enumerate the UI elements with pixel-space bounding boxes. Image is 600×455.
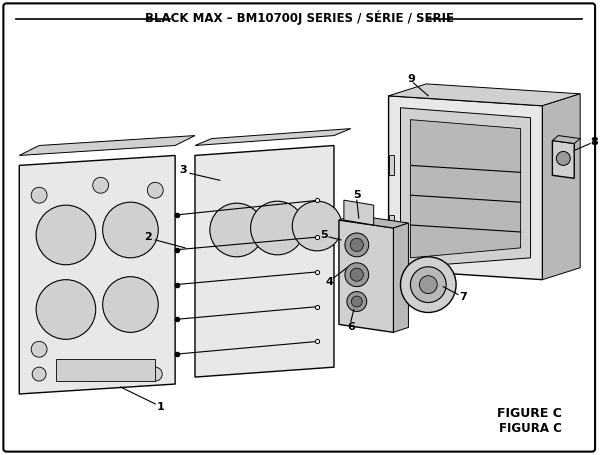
Polygon shape	[19, 156, 175, 394]
Polygon shape	[394, 223, 409, 332]
Polygon shape	[389, 215, 394, 235]
Text: 2: 2	[145, 232, 152, 242]
Polygon shape	[339, 215, 409, 228]
Polygon shape	[344, 200, 374, 225]
Circle shape	[103, 277, 158, 332]
Circle shape	[400, 257, 456, 313]
Polygon shape	[553, 141, 574, 178]
Circle shape	[36, 280, 96, 339]
Text: 8: 8	[590, 136, 598, 147]
Circle shape	[84, 367, 98, 381]
Circle shape	[36, 205, 96, 265]
Circle shape	[93, 177, 109, 193]
Text: 9: 9	[407, 74, 415, 84]
Circle shape	[292, 201, 342, 251]
Text: 4: 4	[325, 277, 333, 287]
Circle shape	[31, 341, 47, 357]
Text: 5: 5	[320, 230, 328, 240]
Polygon shape	[339, 220, 394, 332]
Circle shape	[103, 202, 158, 258]
Circle shape	[352, 296, 362, 307]
Circle shape	[148, 367, 162, 381]
Circle shape	[210, 203, 263, 257]
Text: FIGURA C: FIGURA C	[499, 422, 562, 435]
Polygon shape	[542, 94, 580, 280]
Circle shape	[148, 182, 163, 198]
Text: 3: 3	[179, 165, 187, 175]
Bar	[56, 359, 155, 381]
Circle shape	[347, 292, 367, 312]
Text: 5: 5	[353, 190, 361, 200]
FancyBboxPatch shape	[4, 3, 595, 452]
Text: 6: 6	[347, 323, 355, 333]
Circle shape	[350, 238, 364, 252]
Polygon shape	[553, 136, 580, 143]
Polygon shape	[195, 146, 334, 377]
Circle shape	[32, 367, 46, 381]
Text: 1: 1	[157, 402, 164, 412]
Circle shape	[345, 233, 369, 257]
Polygon shape	[389, 156, 394, 175]
Polygon shape	[410, 120, 521, 258]
Circle shape	[345, 263, 369, 287]
Polygon shape	[400, 108, 530, 268]
Polygon shape	[195, 129, 351, 146]
Circle shape	[350, 268, 364, 281]
Text: 7: 7	[459, 292, 467, 302]
Polygon shape	[19, 136, 195, 156]
Circle shape	[31, 187, 47, 203]
Circle shape	[556, 152, 570, 165]
Circle shape	[410, 267, 446, 303]
Circle shape	[419, 276, 437, 293]
Polygon shape	[389, 84, 580, 106]
Polygon shape	[389, 96, 542, 280]
Circle shape	[251, 201, 304, 255]
Text: FIGURE C: FIGURE C	[497, 407, 562, 420]
Text: BLACK MAX – BM10700J SERIES / SÉRIE / SERIE: BLACK MAX – BM10700J SERIES / SÉRIE / SE…	[145, 10, 454, 25]
